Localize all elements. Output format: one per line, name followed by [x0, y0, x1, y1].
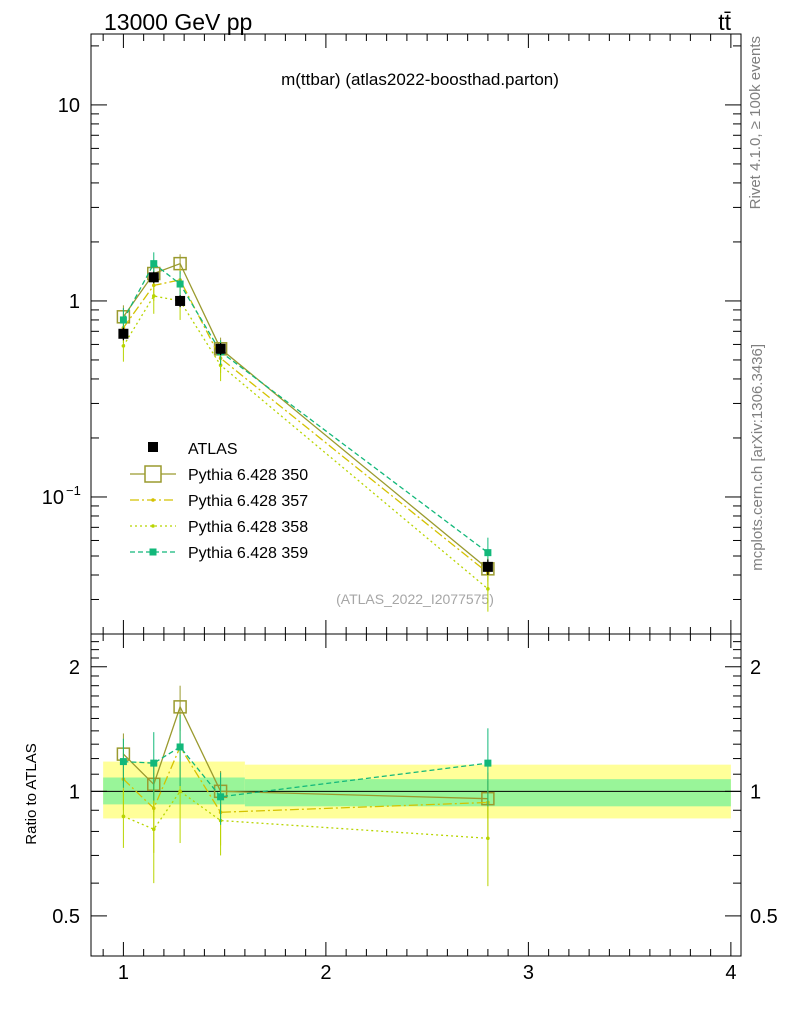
mcplots-label: mcplots.cern.ch [arXiv:1306.3436]: [749, 344, 766, 571]
x-tick-label: 3: [523, 962, 534, 984]
axis-ticks: [91, 34, 741, 957]
legend-entry-0: Pythia 6.428 350: [130, 465, 308, 484]
ratio-ylabel: Ratio to ATLAS: [23, 743, 40, 844]
ratio-point: [173, 700, 187, 714]
chart-title: m(ttbar) (atlas2022-boosthad.parton): [281, 70, 559, 89]
rivet-label: Rivet 4.1.0, ≥ 100k events: [747, 36, 764, 209]
ratio-point: [217, 793, 225, 801]
ratio-bands: [91, 761, 741, 819]
ratio-y-tick-label: 0.5: [52, 906, 80, 928]
process-label: tt̄: [718, 9, 731, 35]
data-point: [482, 561, 493, 572]
energy-label: 13000 GeV pp: [104, 9, 252, 35]
ratio-y-tick-label-right: 2: [750, 657, 761, 679]
main-series: [116, 252, 495, 612]
legend-entry-1: Pythia 6.428 357: [130, 493, 308, 510]
legend-marker: [144, 465, 162, 483]
data-point: [148, 272, 159, 283]
series-point: [218, 363, 223, 368]
series-1: [121, 267, 490, 592]
ratio-point: [486, 836, 490, 841]
ratio-line: [123, 746, 488, 798]
legend-marker: [151, 498, 155, 502]
ratio-point: [151, 827, 156, 832]
data-point: [175, 295, 186, 306]
data-point: [215, 343, 226, 354]
series-line: [122, 279, 489, 574]
ratio-y-tick-label: 1: [69, 781, 80, 803]
ratio-point: [119, 758, 127, 766]
series-point: [484, 549, 492, 557]
ratio-point: [150, 759, 158, 767]
main-frame: [90, 33, 742, 635]
series-point: [121, 344, 126, 348]
data-point: [118, 328, 129, 339]
ratio-series: [116, 685, 495, 887]
ratio-series-3: [119, 714, 492, 825]
series-point: [151, 294, 156, 298]
series-point: [176, 280, 184, 288]
series-point: [150, 260, 158, 268]
y-tick-label: 1: [69, 291, 80, 313]
legend-entry-3: Pythia 6.428 359: [130, 545, 308, 562]
ratio-point: [176, 743, 184, 751]
ratio-line: [123, 790, 488, 839]
ratio-point: [121, 814, 126, 819]
ratio-point: [484, 759, 492, 767]
ratio-y-tick-label-right: 0.5: [750, 906, 778, 928]
legend-entry-2: Pythia 6.428 358: [130, 519, 308, 536]
legend-entry-data: ATLAS: [148, 441, 238, 458]
y-tick-label: 10: [42, 487, 64, 509]
y-tick-label: 10: [58, 95, 80, 117]
legend-label: Pythia 6.428 358: [188, 519, 308, 536]
legend-marker: [149, 548, 157, 556]
series-point: [486, 587, 490, 591]
legend-label: Pythia 6.428 359: [188, 545, 308, 562]
legend-marker: [148, 442, 158, 452]
x-tick-label: 1: [118, 962, 129, 984]
x-tick-label: 2: [320, 962, 331, 984]
legend-label: Pythia 6.428 350: [188, 467, 308, 484]
legend-label: Pythia 6.428 357: [188, 493, 308, 510]
legend-label: ATLAS: [188, 441, 238, 458]
legend-marker: [151, 524, 155, 528]
legend: ATLAS Pythia 6.428 350 Pythia 6.428 357 Pyt…: [130, 441, 308, 562]
ratio-y-tick-label-right: 1: [750, 781, 761, 803]
series-point: [119, 316, 127, 324]
x-tick-label: 4: [725, 962, 736, 984]
ratio-frame: [90, 633, 742, 957]
ratio-y-tick-label: 2: [69, 657, 80, 679]
series-2: [121, 281, 490, 612]
y-tick-exponent: −1: [66, 483, 81, 498]
analysis-id: (ATLAS_2022_I2077575): [336, 591, 494, 607]
data-points: [118, 271, 493, 575]
ratio-point: [178, 789, 182, 794]
